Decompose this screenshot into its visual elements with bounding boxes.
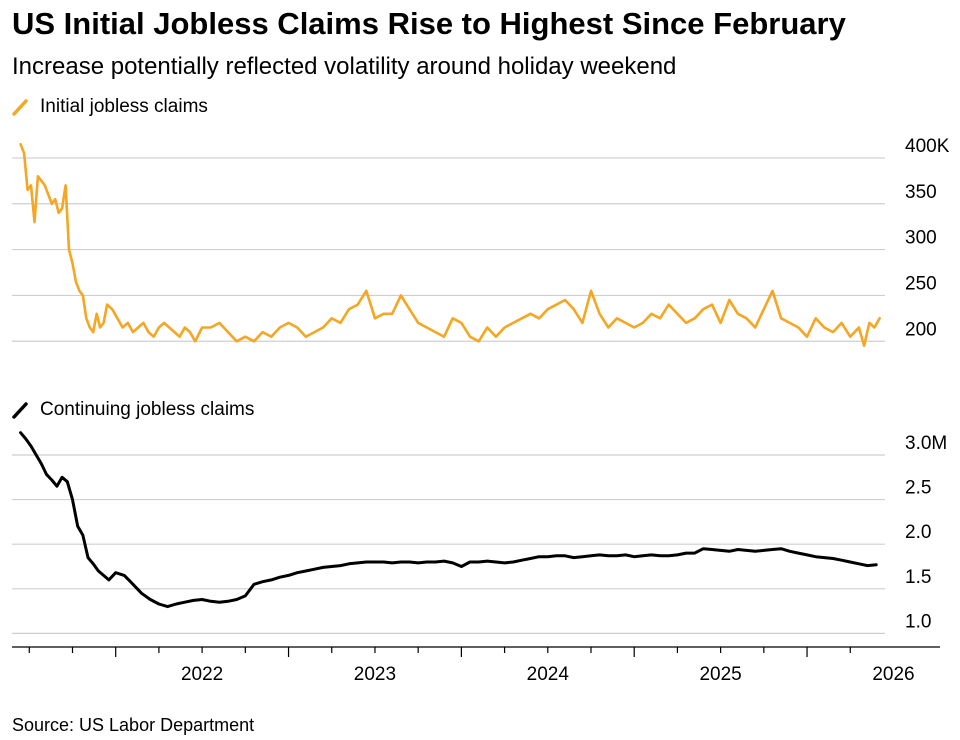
panel1-y-tick-2: 2.0	[905, 522, 931, 543]
chart-subtitle: Increase potentially reflected volatilit…	[12, 53, 676, 80]
x-tick-label-2026: 2026	[872, 664, 914, 685]
initial-claims-panel: Initial jobless claims 200 250 300 350 400K	[12, 96, 950, 348]
x-tick-label-2024: 2024	[527, 664, 570, 685]
initial-legend-label: Initial jobless claims	[40, 96, 208, 117]
panel0-y-tick-0: 200	[905, 319, 937, 340]
panel1-y-tick-3: 2.5	[905, 478, 931, 499]
continuing-legend: Continuing jobless claims	[12, 399, 254, 420]
initial-claims-line	[19, 142, 881, 348]
chart-title: US Initial Jobless Claims Rise to Highes…	[12, 6, 847, 41]
continuing-claims-panel: Continuing jobless claims 1.0 1.5 2.0 2.5 3.…	[12, 399, 947, 635]
panel0-y-tick-4: 400K	[905, 136, 950, 157]
continuing-legend-label: Continuing jobless claims	[40, 399, 254, 420]
panel0-y-tick-3: 350	[905, 182, 937, 203]
continuing-claims-line	[19, 431, 878, 609]
x-axis: 2022 2023 2024 2025 2026	[12, 646, 940, 685]
x-tick-label-2022: 2022	[181, 664, 223, 685]
panel1-y-tick-1: 1.5	[905, 567, 931, 588]
x-tick-label-2023: 2023	[354, 664, 396, 685]
initial-legend-swatch	[12, 99, 28, 116]
panel0-y-tick-1: 250	[905, 273, 937, 294]
x-tick-label-2025: 2025	[699, 664, 741, 685]
continuing-legend-swatch	[12, 402, 28, 419]
panel1-y-tick-0: 1.0	[905, 611, 931, 632]
panel0-y-tick-2: 300	[905, 228, 937, 249]
panel1-y-tick-4: 3.0M	[905, 433, 947, 454]
source-note: Source: US Labor Department	[12, 715, 254, 735]
initial-legend: Initial jobless claims	[12, 96, 208, 117]
